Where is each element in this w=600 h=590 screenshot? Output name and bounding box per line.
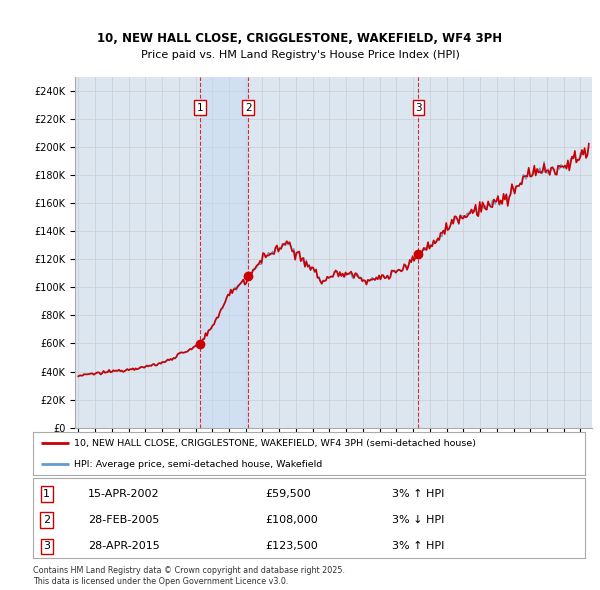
Text: 2: 2 xyxy=(245,103,252,113)
Text: 15-APR-2002: 15-APR-2002 xyxy=(88,489,160,499)
Text: £108,000: £108,000 xyxy=(265,515,317,525)
Text: 3% ↓ HPI: 3% ↓ HPI xyxy=(392,515,444,525)
Text: 1: 1 xyxy=(197,103,203,113)
Text: £59,500: £59,500 xyxy=(265,489,311,499)
Text: HPI: Average price, semi-detached house, Wakefield: HPI: Average price, semi-detached house,… xyxy=(74,460,323,469)
Text: 10, NEW HALL CLOSE, CRIGGLESTONE, WAKEFIELD, WF4 3PH (semi-detached house): 10, NEW HALL CLOSE, CRIGGLESTONE, WAKEFI… xyxy=(74,438,476,448)
Text: £123,500: £123,500 xyxy=(265,542,317,552)
Text: Price paid vs. HM Land Registry's House Price Index (HPI): Price paid vs. HM Land Registry's House … xyxy=(140,51,460,60)
Text: 3% ↑ HPI: 3% ↑ HPI xyxy=(392,542,444,552)
Text: 28-FEB-2005: 28-FEB-2005 xyxy=(88,515,160,525)
Text: 3: 3 xyxy=(415,103,422,113)
Text: 10, NEW HALL CLOSE, CRIGGLESTONE, WAKEFIELD, WF4 3PH: 10, NEW HALL CLOSE, CRIGGLESTONE, WAKEFI… xyxy=(97,32,503,45)
Text: Contains HM Land Registry data © Crown copyright and database right 2025.
This d: Contains HM Land Registry data © Crown c… xyxy=(33,566,345,586)
Text: 1: 1 xyxy=(43,489,50,499)
Text: 3: 3 xyxy=(43,542,50,552)
Text: 28-APR-2015: 28-APR-2015 xyxy=(88,542,160,552)
Text: 3% ↑ HPI: 3% ↑ HPI xyxy=(392,489,444,499)
Text: 2: 2 xyxy=(43,515,50,525)
